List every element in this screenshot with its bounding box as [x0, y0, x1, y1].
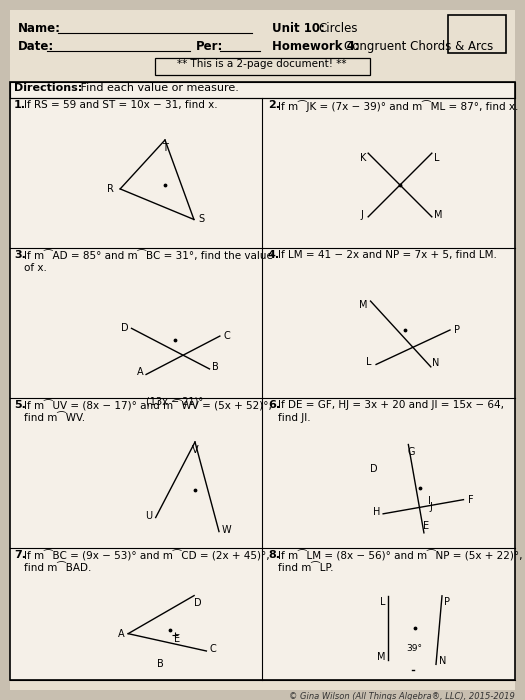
Text: U: U — [145, 510, 152, 521]
Text: If m⁀JK = (7x − 39)° and m⁀ML = 87°, find x.: If m⁀JK = (7x − 39)° and m⁀ML = 87°, fin… — [278, 100, 518, 112]
Text: B: B — [212, 362, 219, 372]
Text: L: L — [366, 358, 372, 368]
Text: If m⁀LM = (8x − 56)° and m⁀NP = (5x + 22)°,: If m⁀LM = (8x − 56)° and m⁀NP = (5x + 22… — [278, 550, 522, 561]
Text: D: D — [370, 463, 378, 473]
Text: Name:: Name: — [18, 22, 61, 35]
Text: W: W — [221, 524, 231, 535]
Text: R: R — [107, 184, 113, 194]
Bar — [448, 15, 506, 53]
Text: P: P — [444, 597, 450, 607]
Text: Directions:: Directions: — [14, 83, 82, 93]
Text: M: M — [359, 300, 368, 310]
Text: G: G — [407, 447, 415, 456]
Text: L: L — [434, 153, 439, 163]
Text: T: T — [162, 143, 168, 153]
Text: D: D — [121, 323, 128, 333]
Text: 6.: 6. — [268, 400, 280, 410]
Text: (13x − 21)°: (13x − 21)° — [146, 397, 204, 407]
Text: Unit 10:: Unit 10: — [272, 22, 325, 35]
Text: M: M — [434, 210, 442, 220]
Text: A: A — [118, 629, 124, 638]
Bar — [10, 82, 515, 98]
Text: C: C — [210, 644, 217, 654]
Text: 8.: 8. — [268, 550, 280, 560]
Text: F: F — [468, 495, 473, 505]
Text: 5.: 5. — [14, 400, 26, 410]
Text: E: E — [174, 634, 180, 644]
Text: H: H — [373, 507, 381, 517]
Text: Find each value or measure.: Find each value or measure. — [77, 83, 239, 93]
Text: J: J — [430, 502, 433, 512]
Text: If m⁀UV = (8x − 17)° and m⁀WV = (5x + 52)°,: If m⁀UV = (8x − 17)° and m⁀WV = (5x + 52… — [24, 400, 272, 412]
Text: I: I — [428, 496, 430, 505]
Text: M: M — [377, 652, 385, 662]
Text: 7.: 7. — [14, 550, 26, 560]
Text: 4.: 4. — [268, 250, 280, 260]
Text: find m⁀BAD.: find m⁀BAD. — [24, 563, 91, 573]
Text: ** This is a 2-page document! **: ** This is a 2-page document! ** — [177, 59, 346, 69]
Text: Circles: Circles — [318, 22, 358, 35]
Text: A: A — [136, 368, 143, 377]
Text: Homework 4:: Homework 4: — [272, 40, 360, 53]
Bar — [10, 82, 515, 680]
Bar — [155, 58, 370, 75]
Text: Congruent Chords & Arcs: Congruent Chords & Arcs — [344, 40, 494, 53]
Text: N: N — [439, 657, 447, 666]
Text: E: E — [423, 521, 429, 531]
Text: If m⁀AD = 85° and m⁀BC = 31°, find the value: If m⁀AD = 85° and m⁀BC = 31°, find the v… — [24, 250, 273, 261]
Text: find JI.: find JI. — [278, 413, 311, 423]
Text: 39°: 39° — [406, 644, 422, 652]
Text: © Gina Wilson (All Things Algebra®, LLC), 2015-2019: © Gina Wilson (All Things Algebra®, LLC)… — [289, 692, 515, 700]
Text: Date:: Date: — [18, 40, 54, 53]
Text: L: L — [380, 597, 386, 607]
Text: find m⁀LP.: find m⁀LP. — [278, 563, 333, 573]
Text: 2.: 2. — [268, 100, 280, 110]
Text: K: K — [360, 153, 366, 163]
Text: If m⁀BC = (9x − 53)° and m⁀CD = (2x + 45)°,: If m⁀BC = (9x − 53)° and m⁀CD = (2x + 45… — [24, 550, 270, 561]
Text: 3.: 3. — [14, 250, 26, 260]
Text: V: V — [192, 445, 198, 455]
Text: Per:: Per: — [196, 40, 223, 53]
Text: of x.: of x. — [24, 263, 47, 273]
Text: P: P — [454, 325, 460, 335]
Text: C: C — [224, 331, 230, 341]
Text: S: S — [199, 214, 205, 225]
Text: D: D — [194, 598, 202, 608]
Text: find m⁀WV.: find m⁀WV. — [24, 413, 85, 423]
Text: If DE = GF, HJ = 3x + 20 and JI = 15x − 64,: If DE = GF, HJ = 3x + 20 and JI = 15x − … — [278, 400, 504, 410]
Text: J: J — [361, 210, 364, 220]
Text: N: N — [432, 358, 439, 368]
Text: 1.: 1. — [14, 100, 26, 110]
Text: If LM = 41 − 2x and NP = 7x + 5, find LM.: If LM = 41 − 2x and NP = 7x + 5, find LM… — [278, 250, 497, 260]
Text: B: B — [158, 659, 164, 669]
Text: If RS = 59 and ST = 10x − 31, find x.: If RS = 59 and ST = 10x − 31, find x. — [24, 100, 218, 110]
